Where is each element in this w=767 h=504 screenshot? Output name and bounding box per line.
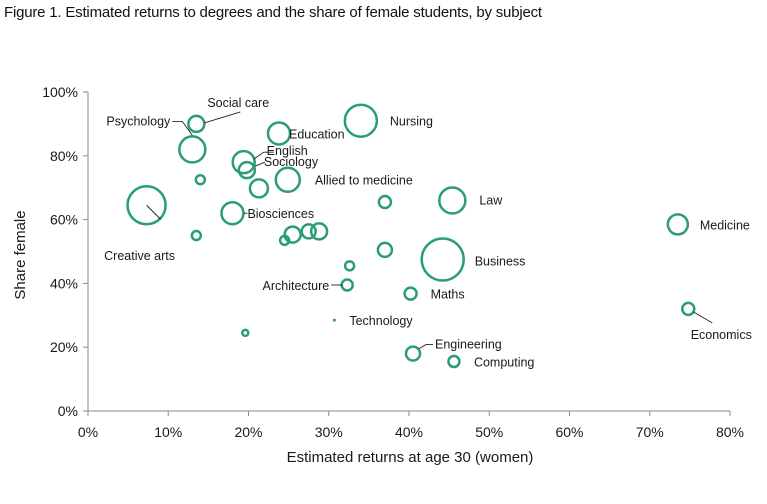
bubble-technology bbox=[332, 318, 336, 322]
label-biosciences: Biosciences bbox=[247, 207, 314, 221]
x-tick-label: 0% bbox=[78, 424, 98, 440]
x-tick-label: 30% bbox=[315, 424, 343, 440]
bubble-unlabelled bbox=[194, 173, 207, 186]
x-tick-label: 40% bbox=[395, 424, 423, 440]
bubble-unlabelled bbox=[309, 222, 329, 241]
bubble-sociology bbox=[237, 160, 257, 180]
bubble-unlabelled bbox=[300, 223, 317, 240]
x-tick-label: 80% bbox=[716, 424, 744, 440]
bubble-unlabelled bbox=[343, 260, 356, 272]
x-tick-label: 20% bbox=[234, 424, 262, 440]
y-tick-label: 0% bbox=[58, 403, 78, 419]
bubble-unlabelled bbox=[377, 194, 393, 210]
label-architecture: Architecture bbox=[263, 279, 330, 293]
label-business: Business bbox=[475, 254, 526, 268]
leader-english bbox=[253, 151, 274, 160]
bubble-medicine bbox=[666, 213, 690, 236]
y-tick-label: 80% bbox=[50, 148, 78, 164]
label-economics: Economics bbox=[691, 328, 752, 342]
annotations: Social care Psychology Education Nursing Eng… bbox=[104, 96, 752, 370]
x-tick-label: 50% bbox=[475, 424, 503, 440]
bubble-unlabelled bbox=[248, 178, 270, 199]
label-sociology: Sociology bbox=[264, 155, 319, 169]
x-axis-title: Estimated returns at age 30 (women) bbox=[287, 449, 534, 466]
y-axis-title: Share female bbox=[12, 210, 29, 299]
bubble-business bbox=[420, 237, 465, 282]
bubble-creative-arts bbox=[126, 184, 167, 226]
label-creative-arts: Creative arts bbox=[104, 249, 175, 263]
bubble-allied-to-medicine bbox=[274, 166, 302, 193]
label-maths: Maths bbox=[431, 288, 465, 302]
bubble-nursing bbox=[343, 103, 379, 138]
bubbles bbox=[126, 103, 696, 369]
label-computing: Computing bbox=[474, 356, 534, 370]
bubble-psychology bbox=[178, 135, 207, 164]
label-engineering: Engineering bbox=[435, 338, 502, 352]
bubble-economics bbox=[681, 301, 696, 317]
y-tick-label: 20% bbox=[50, 339, 78, 355]
bubble-architecture bbox=[340, 278, 354, 292]
label-allied-to-medicine: Allied to medicine bbox=[315, 174, 413, 188]
label-psychology: Psychology bbox=[106, 114, 171, 128]
bubble-unlabelled bbox=[190, 229, 203, 242]
figure-title: Figure 1. Estimated returns to degrees a… bbox=[4, 4, 542, 21]
bubble-education bbox=[266, 121, 292, 146]
bubble-unlabelled bbox=[283, 225, 302, 244]
bubble-social-care bbox=[187, 114, 206, 134]
leader-engineering bbox=[418, 344, 434, 349]
bubble-maths bbox=[403, 286, 418, 301]
bubble-engineering bbox=[404, 345, 422, 362]
x-tick-label: 70% bbox=[636, 424, 664, 440]
bubble-law bbox=[438, 186, 467, 215]
label-medicine: Medicine bbox=[700, 218, 750, 232]
x-tick-label: 10% bbox=[154, 424, 182, 440]
label-english: English bbox=[267, 144, 308, 158]
bubble-english bbox=[231, 149, 256, 175]
y-tick-label: 40% bbox=[50, 275, 78, 291]
leader-economics bbox=[693, 311, 713, 324]
x-tick-label: 60% bbox=[555, 424, 583, 440]
leader-sociology bbox=[254, 161, 266, 167]
leader-psychology bbox=[172, 120, 193, 136]
leader-creative-arts bbox=[146, 204, 161, 220]
label-nursing: Nursing bbox=[390, 115, 433, 129]
label-law: Law bbox=[479, 193, 503, 207]
y-tick-label: 60% bbox=[50, 212, 78, 228]
bubble-unlabelled bbox=[241, 328, 250, 338]
leader-social-care bbox=[204, 111, 241, 124]
label-technology: Technology bbox=[349, 314, 413, 328]
axes: 0% 10% 20% 30% 40% 50% 60% 70% 80% 0% 20% 40% 60% 80%… bbox=[42, 84, 744, 440]
bubble-unlabelled bbox=[376, 241, 394, 259]
label-social-care: Social care bbox=[207, 96, 269, 110]
bubble-biosciences bbox=[220, 200, 245, 226]
bubble-computing bbox=[447, 354, 461, 369]
label-education: Education bbox=[289, 127, 345, 141]
y-tick-label: 100% bbox=[42, 84, 78, 100]
